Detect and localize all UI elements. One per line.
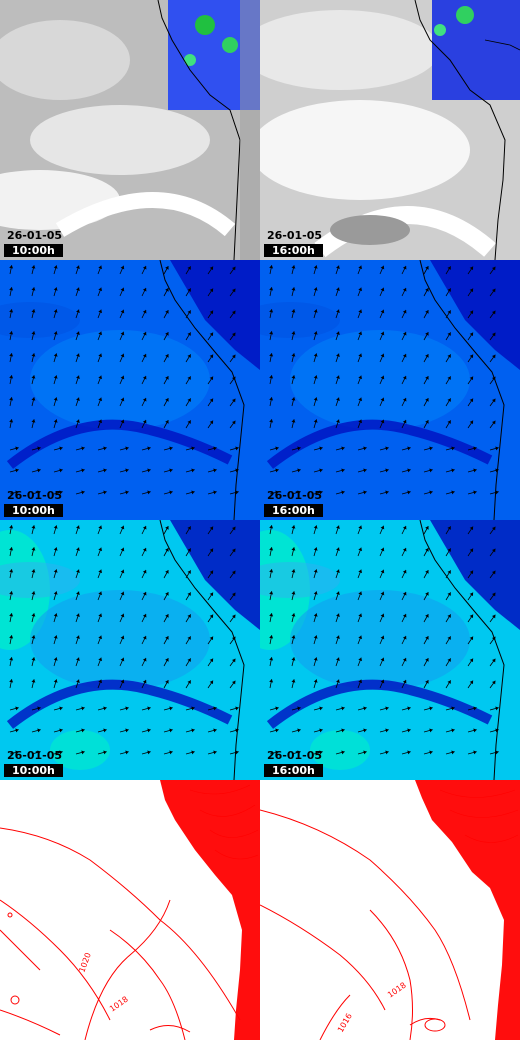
satellite-image bbox=[260, 0, 520, 260]
satellite-panel-16h: 26-01-05 16:00h bbox=[260, 0, 520, 260]
timestamp: 26-01-05 16:00h bbox=[264, 749, 325, 777]
isobar-map: 1018 1016 bbox=[260, 780, 520, 1040]
timestamp: 26-01-05 10:00h bbox=[4, 229, 65, 257]
date-label: 26-01-05 bbox=[267, 749, 323, 762]
timestamp: 26-01-05 16:00h bbox=[264, 229, 325, 257]
coastline bbox=[414, 0, 506, 260]
wind-panel-b-10h: 26-01-05 10:00h bbox=[0, 520, 260, 780]
date-label: 26-01-05 bbox=[267, 489, 323, 502]
pressure-panel-10h: 1020 1018 bbox=[0, 780, 260, 1040]
wind-panel-b-16h: 26-01-05 16:00h bbox=[260, 520, 520, 780]
wind-field bbox=[260, 260, 520, 520]
timestamp: 26-01-05 10:00h bbox=[4, 489, 65, 517]
satellite-image bbox=[0, 0, 260, 260]
time-label: 16:00h bbox=[264, 764, 323, 777]
wind-panel-a-16h: 26-01-05 16:00h bbox=[260, 260, 520, 520]
pressure-panel-16h: 1018 1016 bbox=[260, 780, 520, 1040]
wind-field bbox=[260, 520, 520, 780]
time-label: 10:00h bbox=[4, 244, 63, 257]
date-label: 26-01-05 bbox=[7, 749, 63, 762]
date-label: 26-01-05 bbox=[267, 229, 323, 242]
time-label: 16:00h bbox=[264, 244, 323, 257]
wind-panel-a-10h: 26-01-05 10:00h bbox=[0, 260, 260, 520]
coastline bbox=[419, 260, 505, 520]
wind-field bbox=[0, 260, 260, 520]
wind-field bbox=[0, 520, 260, 780]
satellite-panel-10h: 26-01-05 10:00h bbox=[0, 0, 260, 260]
time-label: 10:00h bbox=[4, 504, 63, 517]
coastline bbox=[157, 0, 241, 260]
coastline bbox=[159, 520, 245, 780]
timestamp: 26-01-05 10:00h bbox=[4, 749, 65, 777]
timestamp: 26-01-05 16:00h bbox=[264, 489, 325, 517]
date-label: 26-01-05 bbox=[7, 489, 63, 502]
coastline bbox=[159, 260, 245, 520]
time-label: 10:00h bbox=[4, 764, 63, 777]
isobar-map: 1020 1018 bbox=[0, 780, 260, 1040]
coastline bbox=[419, 520, 505, 780]
date-label: 26-01-05 bbox=[7, 229, 63, 242]
time-label: 16:00h bbox=[264, 504, 323, 517]
